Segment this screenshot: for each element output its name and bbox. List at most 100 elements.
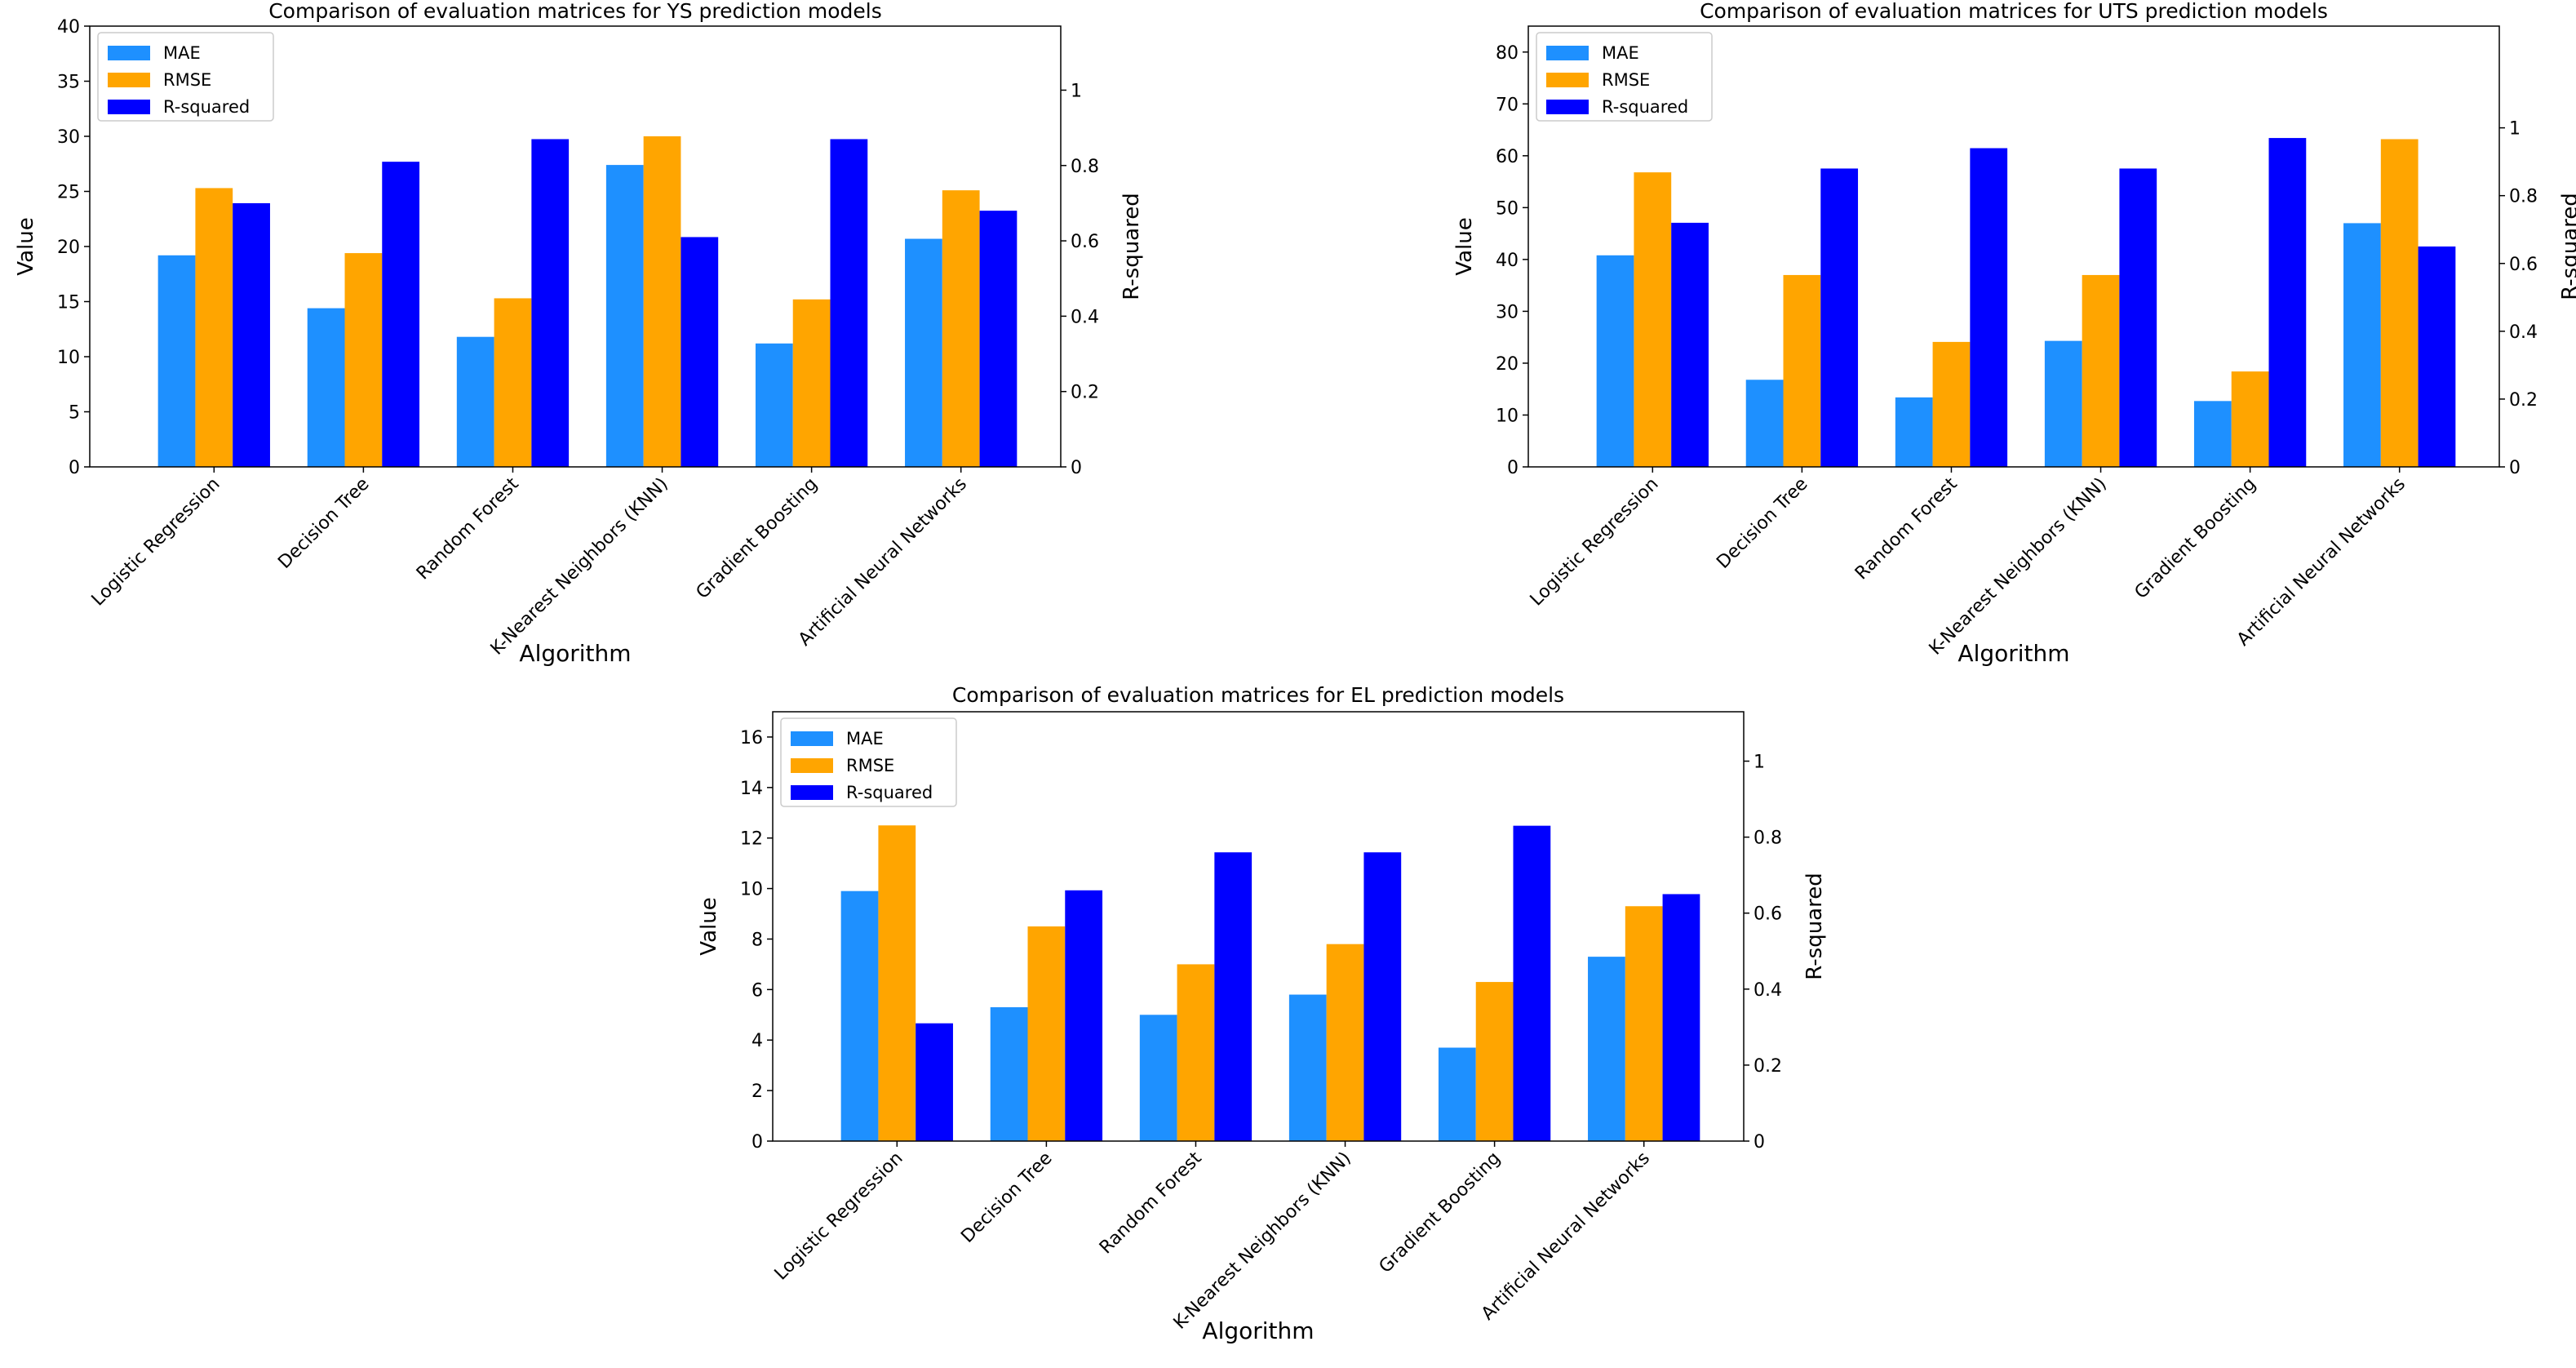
y2-axis-label: R-squared xyxy=(1802,873,1827,979)
chart-el: Comparison of evaluation matrices for EL… xyxy=(645,677,1932,1368)
y2-axis-label: R-squared xyxy=(2558,193,2576,300)
bar-mae-4 xyxy=(605,165,644,467)
x-tick-label: Gradient Boosting xyxy=(693,474,822,603)
x-tick-label: Random Forest xyxy=(1851,473,1962,584)
y-tick-label: 8 xyxy=(752,930,763,950)
x-tick-label: Random Forest xyxy=(1096,1148,1206,1258)
bar-rsquared-1 xyxy=(233,202,270,467)
chart-uts: Comparison of evaluation matrices for UT… xyxy=(1288,0,2576,677)
y-axis-label: Value xyxy=(697,897,721,955)
y2-tick-label: 1 xyxy=(2509,119,2521,140)
x-tick-label: Decision Tree xyxy=(957,1148,1056,1247)
legend-swatch xyxy=(1546,100,1589,114)
legend-swatch xyxy=(108,73,150,87)
y2-tick-label: 0.6 xyxy=(1071,232,1099,252)
y2-tick-label: 0.6 xyxy=(1754,904,1782,925)
y-tick-label: 35 xyxy=(57,73,80,93)
bar-rmse-1 xyxy=(878,825,916,1141)
bar-mae-6 xyxy=(905,238,942,467)
bar-rmse-6 xyxy=(1625,906,1663,1141)
bar-mae-5 xyxy=(1438,1047,1476,1141)
x-tick-label: Artificial Neural Networks xyxy=(2233,474,2410,651)
y-tick-label: 10 xyxy=(57,348,80,368)
chart-title: Comparison of evaluation matrices for YS… xyxy=(268,0,882,23)
y2-tick-label: 0.8 xyxy=(1071,157,1099,177)
bar-mae-1 xyxy=(1596,255,1634,467)
legend-label: MAE xyxy=(163,43,201,63)
y-tick-label: 10 xyxy=(740,880,763,900)
chart-title: Comparison of evaluation matrices for EL… xyxy=(952,683,1564,707)
legend-label: R-squared xyxy=(846,783,933,802)
chart-ys: Comparison of evaluation matrices for YS… xyxy=(0,0,1288,677)
bar-rmse-3 xyxy=(1177,964,1215,1141)
legend-swatch xyxy=(1546,46,1589,60)
x-tick-label: Gradient Boosting xyxy=(2131,474,2260,603)
bar-mae-1 xyxy=(157,255,196,467)
bar-rsquared-6 xyxy=(1662,894,1700,1141)
y-tick-label: 20 xyxy=(1496,354,1519,375)
bar-rmse-3 xyxy=(1932,341,1971,467)
y-tick-label: 12 xyxy=(740,829,763,850)
y-tick-label: 30 xyxy=(57,127,80,148)
chart-uts-svg: Comparison of evaluation matrices for UT… xyxy=(1452,0,2576,667)
legend-label: R-squared xyxy=(163,97,250,117)
bar-rsquared-4 xyxy=(681,237,719,467)
bar-rmse-5 xyxy=(2231,371,2269,467)
legend-swatch xyxy=(1546,73,1589,87)
y-tick-label: 16 xyxy=(740,728,763,748)
x-tick-label: Artificial Neural Networks xyxy=(1478,1148,1654,1325)
bar-rsquared-3 xyxy=(1970,148,2008,468)
y2-tick-label: 0.4 xyxy=(2509,322,2538,343)
y2-tick-label: 0.4 xyxy=(1754,980,1782,1001)
bar-rsquared-4 xyxy=(2119,168,2157,467)
bar-rsquared-2 xyxy=(1820,168,1859,467)
bar-rsquared-2 xyxy=(382,162,420,467)
y-tick-label: 30 xyxy=(1496,302,1519,322)
y-tick-label: 4 xyxy=(752,1031,763,1051)
y-axis-label: Value xyxy=(14,217,38,275)
y-tick-label: 15 xyxy=(57,293,80,313)
y-tick-label: 0 xyxy=(1507,458,1519,478)
legend-label: RMSE xyxy=(163,70,211,90)
y2-axis-label: R-squared xyxy=(1120,193,1144,300)
x-tick-label: K-Nearest Neighbors (KNN) xyxy=(1170,1148,1355,1334)
bar-mae-4 xyxy=(2044,340,2082,467)
y2-tick-label: 0.4 xyxy=(1071,307,1099,327)
legend-swatch xyxy=(791,731,833,746)
x-tick-label: K-Nearest Neighbors (KNN) xyxy=(1926,474,2111,660)
legend-swatch xyxy=(108,46,150,60)
bar-rsquared-2 xyxy=(1065,890,1103,1141)
bar-rmse-2 xyxy=(1027,926,1066,1141)
bar-rmse-4 xyxy=(1326,944,1364,1141)
bar-rsquared-6 xyxy=(2418,247,2456,467)
y-tick-label: 70 xyxy=(1496,95,1519,115)
x-tick-label: Decision Tree xyxy=(274,474,373,573)
bar-rmse-2 xyxy=(1783,274,1821,467)
bar-rmse-1 xyxy=(1634,172,1672,467)
y-tick-label: 40 xyxy=(57,17,80,38)
bar-mae-5 xyxy=(755,343,793,467)
y-tick-label: 0 xyxy=(69,458,80,478)
y-tick-label: 60 xyxy=(1496,147,1519,167)
bar-rsquared-3 xyxy=(531,139,570,467)
bar-rmse-5 xyxy=(1475,982,1514,1141)
y-tick-label: 5 xyxy=(69,403,80,424)
bar-rsquared-5 xyxy=(830,139,868,467)
bar-rmse-4 xyxy=(643,136,681,467)
bar-mae-2 xyxy=(990,1007,1028,1141)
legend-label: R-squared xyxy=(1602,97,1688,117)
y2-tick-label: 0 xyxy=(1754,1132,1765,1153)
x-tick-label: Logistic Regression xyxy=(1527,474,1663,611)
bar-rsquared-4 xyxy=(1363,852,1402,1141)
bar-mae-2 xyxy=(1745,380,1784,467)
legend-label: RMSE xyxy=(1602,70,1650,90)
y-tick-label: 25 xyxy=(57,183,80,203)
bar-rmse-5 xyxy=(792,299,831,467)
x-tick-label: Gradient Boosting xyxy=(1376,1148,1505,1277)
bar-mae-1 xyxy=(840,891,879,1141)
y2-tick-label: 0.8 xyxy=(1754,828,1782,849)
y2-tick-label: 0.2 xyxy=(2509,390,2538,411)
bar-mae-3 xyxy=(1895,397,1933,467)
legend-label: MAE xyxy=(1602,43,1639,63)
chart-el-svg: Comparison of evaluation matrices for EL… xyxy=(697,683,1827,1344)
